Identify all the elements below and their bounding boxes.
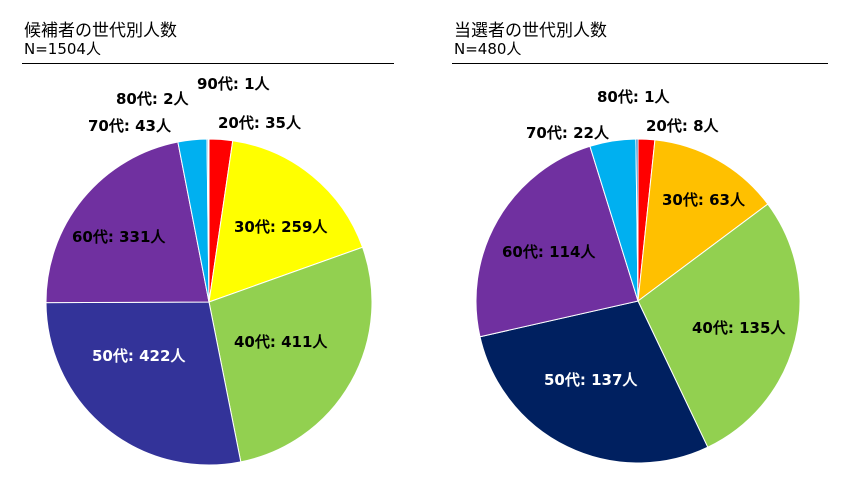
slice-label-30代: 30代: 63人 [662, 191, 746, 209]
pie-slice-40代 [208, 246, 373, 463]
pie-slice-90代 [207, 138, 210, 303]
chart-title: 候補者の世代別人数 [24, 21, 177, 41]
pie-slice-40代 [637, 203, 801, 448]
title-divider [22, 63, 394, 64]
candidates-pie-chart: 20代: 35人 30代: 259人 40代: 411人 50代: 422人 60代: … [45, 75, 373, 466]
slice-label-20代: 20代: 35人 [218, 114, 302, 132]
slice-label-50代: 50代: 137人 [544, 371, 638, 389]
slice-label-80代: 80代: 2人 [116, 90, 190, 108]
pie-slice-30代 [208, 140, 364, 303]
pie-slice-50代 [479, 300, 709, 464]
slice-label-80代: 80代: 1人 [597, 88, 671, 106]
slice-label-70代: 70代: 22人 [526, 124, 610, 142]
slice-label-60代: 60代: 114人 [502, 243, 596, 261]
slice-label-50代: 50代: 422人 [92, 347, 186, 365]
slice-label-20代: 20代: 8人 [646, 117, 720, 135]
winners-chart-panel: 当選者の世代別人数 N=480人 20代: 8人 30代: 63人 40代: 135… [430, 0, 851, 497]
slice-label-40代: 40代: 411人 [234, 333, 328, 351]
pie-slice-80代 [635, 138, 639, 302]
chart-title: 当選者の世代別人数 [454, 21, 607, 41]
pie-slice-50代 [45, 301, 242, 466]
slice-label-70代: 70代: 43人 [88, 117, 172, 135]
slice-label-30代: 30代: 259人 [234, 218, 328, 236]
chart-subtitle: N=1504人 [24, 40, 101, 58]
slice-label-40代: 40代: 135人 [692, 319, 786, 337]
candidates-chart-panel: 候補者の世代別人数 N=1504人 20代: 35人 30代: 259人 40代: … [0, 0, 420, 497]
chart-subtitle: N=480人 [454, 40, 522, 58]
pie-slice-60代 [45, 141, 210, 304]
pie-slice-60代 [475, 145, 639, 338]
winners-pie-chart: 20代: 8人 30代: 63人 40代: 135人 50代: 137人 60代: 11… [475, 88, 801, 464]
slice-label-60代: 60代: 331人 [72, 228, 166, 246]
slice-label-90代: 90代: 1人 [197, 75, 271, 93]
pie-slice-30代 [637, 139, 769, 303]
title-divider [452, 63, 828, 64]
